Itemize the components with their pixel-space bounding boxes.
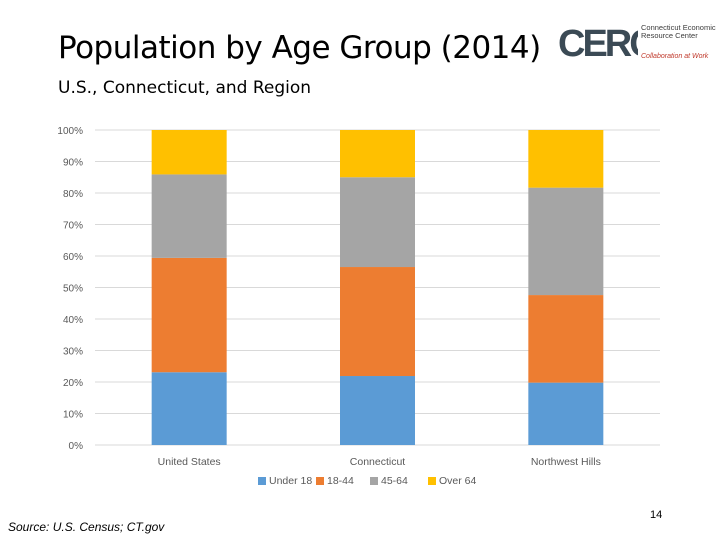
y-tick-label: 50% xyxy=(63,284,83,295)
legend-label: Over 64 xyxy=(439,475,477,487)
bar-segment xyxy=(340,376,415,445)
legend-swatch xyxy=(428,477,436,485)
legend-label: Under 18 xyxy=(269,475,312,487)
x-category-label: United States xyxy=(158,456,221,468)
y-tick-label: 10% xyxy=(63,410,83,421)
source-note: Source: U.S. Census; CT.gov xyxy=(8,520,165,534)
bar-segment xyxy=(528,382,604,445)
legend-swatch xyxy=(258,477,266,485)
y-tick-label: 60% xyxy=(63,252,83,263)
y-tick-label: 40% xyxy=(63,315,83,326)
bar-segment xyxy=(528,130,604,188)
bar-segment xyxy=(151,174,227,258)
logo-tagline: Collaboration at Work xyxy=(641,53,709,60)
x-category-label: Connecticut xyxy=(350,456,406,468)
y-tick-label: 80% xyxy=(63,189,83,200)
bar-segment xyxy=(151,257,227,373)
slide-subtitle: U.S., Connecticut, and Region xyxy=(58,78,312,98)
bar-segment xyxy=(528,187,604,296)
legend-swatch xyxy=(316,477,324,485)
slide-title: Population by Age Group (2014) xyxy=(58,30,541,66)
bar-segment xyxy=(340,130,415,178)
y-tick-label: 90% xyxy=(63,158,83,169)
x-category-label: Northwest Hills xyxy=(531,456,601,468)
bar-segment xyxy=(151,130,227,175)
bar-segment xyxy=(340,267,415,377)
y-tick-label: 20% xyxy=(63,378,83,389)
stacked-bar-chart: 0% 10% 20% 30% 40% 50% 60% 70% 80% 90% 100% United … xyxy=(57,126,660,487)
page-number: 14 xyxy=(650,509,663,521)
y-tick-label: 70% xyxy=(63,221,83,232)
bar-segment xyxy=(340,177,415,268)
legend-label: 45-64 xyxy=(381,475,408,487)
y-tick-label: 0% xyxy=(69,441,84,452)
legend-label: 18-44 xyxy=(327,475,354,487)
bar-segment xyxy=(151,372,227,445)
logo-org-name: Connecticut Economic Resource Center xyxy=(641,23,716,40)
bar-segment xyxy=(528,295,604,383)
y-tick-label: 100% xyxy=(57,126,83,137)
y-tick-label: 30% xyxy=(63,347,83,358)
legend-swatch xyxy=(370,477,378,485)
